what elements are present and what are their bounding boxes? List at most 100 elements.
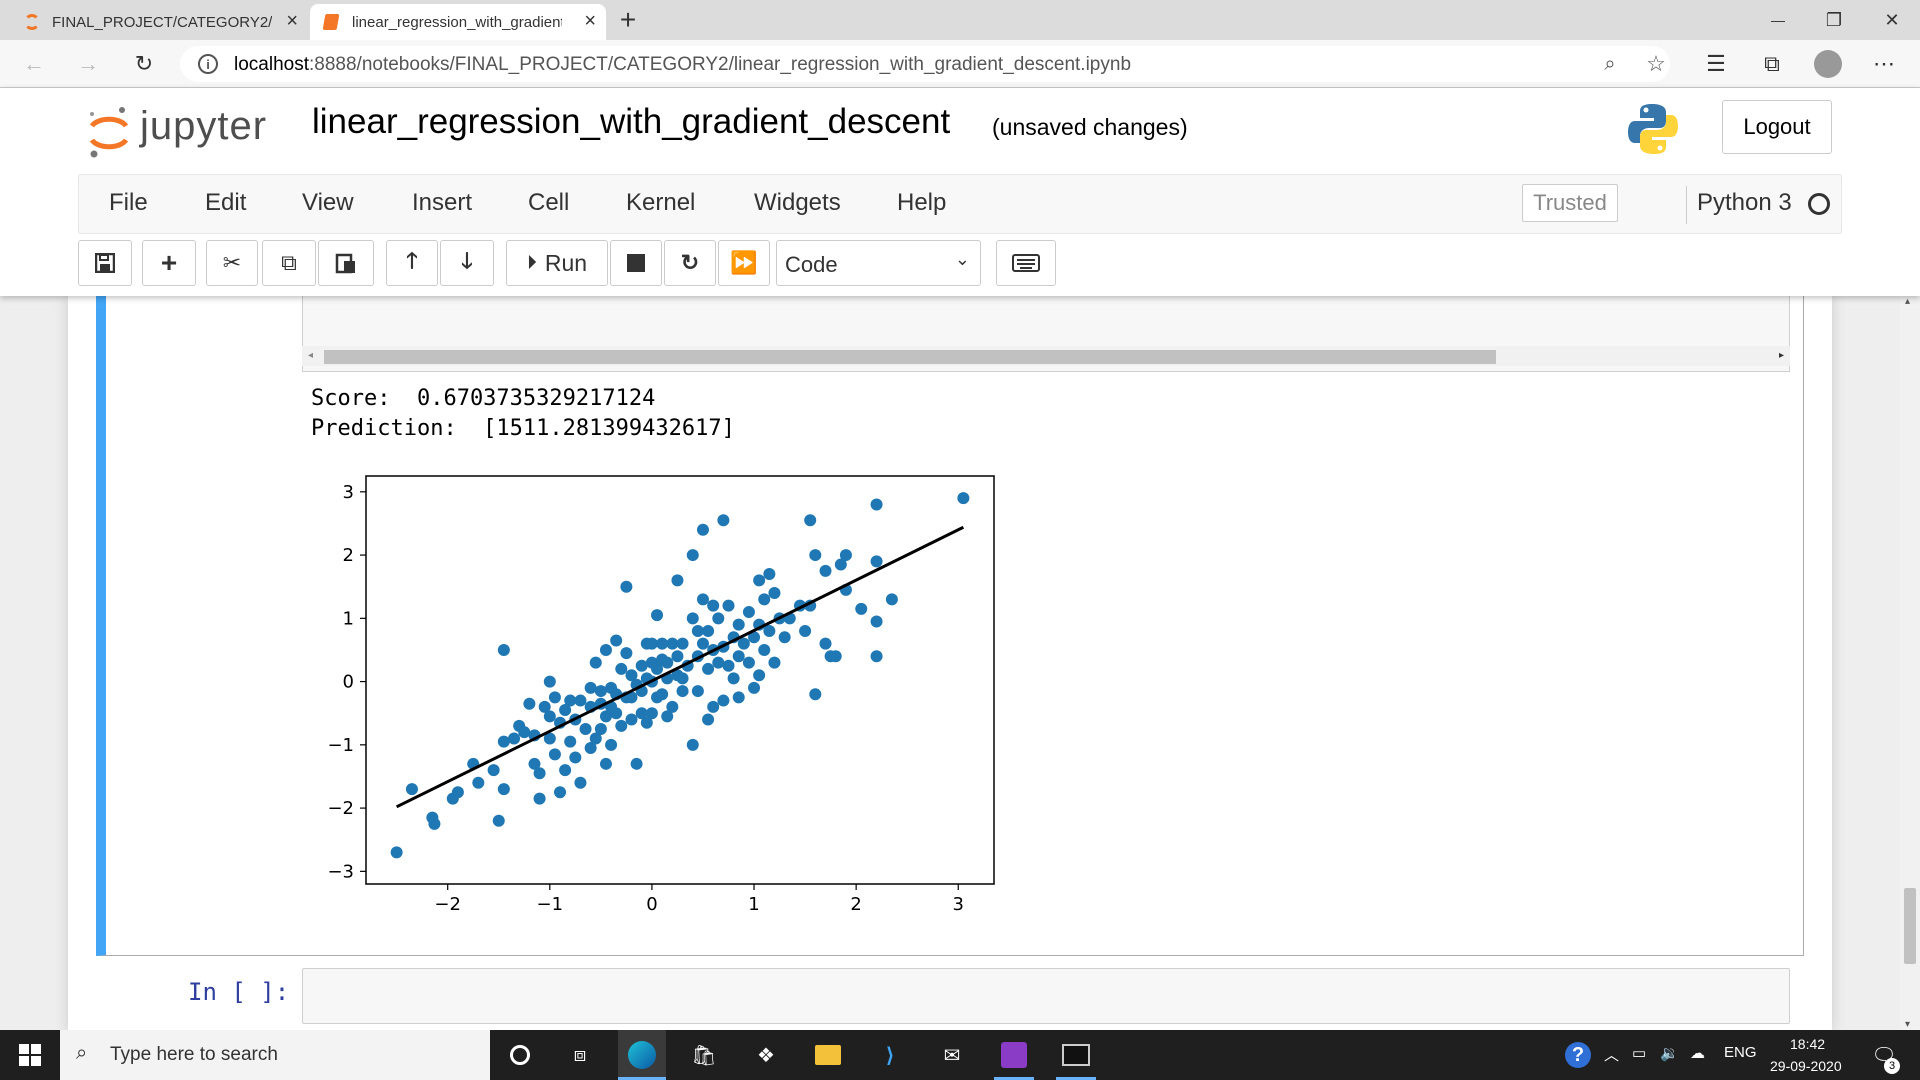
dropbox-icon[interactable]: ❖ <box>757 1044 775 1067</box>
data-point <box>870 650 883 663</box>
visual-studio-icon[interactable] <box>998 1039 1030 1071</box>
minimize-button[interactable]: — <box>1771 12 1785 28</box>
start-button[interactable] <box>14 1039 46 1071</box>
notebook-name[interactable]: linear_regression_with_gradient_descent <box>312 102 951 141</box>
clock-time[interactable]: 18:42 <box>1790 1036 1826 1052</box>
kernel-name[interactable]: Python 3 <box>1697 189 1792 216</box>
language-indicator[interactable]: ENG <box>1724 1044 1757 1061</box>
task-view-icon[interactable]: ⧈ <box>573 1043 587 1066</box>
data-point <box>717 694 730 707</box>
close-window-button[interactable]: ✕ <box>1884 9 1900 30</box>
forward-arrow-icon[interactable]: → <box>77 51 99 76</box>
data-point <box>599 710 612 723</box>
horizontal-scrollbar[interactable]: ◂ ▸ <box>302 346 1790 366</box>
menu-view[interactable]: View <box>302 189 354 216</box>
selected-cell[interactable] <box>96 296 1804 956</box>
mail-icon[interactable]: ✉ <box>943 1044 961 1067</box>
zoom-icon[interactable]: ⌕ <box>1604 52 1616 75</box>
step-forward-icon: ⏵ <box>526 251 537 274</box>
data-point <box>543 675 556 688</box>
input-prompt: In [ ]: <box>188 978 290 1006</box>
data-point <box>809 549 822 562</box>
maximize-button[interactable]: ❐ <box>1825 9 1843 30</box>
restart-icon: ↻ <box>680 250 700 275</box>
cut-button[interactable]: ✂ <box>206 240 258 286</box>
data-point <box>768 656 781 669</box>
data-point <box>605 738 618 751</box>
keyboard-shortcuts-button[interactable] <box>996 240 1056 286</box>
data-point <box>620 580 633 593</box>
data-point <box>574 776 587 789</box>
app-underline <box>994 1077 1034 1080</box>
notebook-site[interactable]: ◂ ▸ Score: 0.6703735329217124 Prediction… <box>0 296 1900 1030</box>
copy-button[interactable]: ⧉ <box>262 240 316 286</box>
volume-icon[interactable]: 🔉 <box>1660 1045 1679 1062</box>
terminal-icon[interactable] <box>1060 1039 1092 1071</box>
star-icon[interactable]: ☆ <box>1646 51 1666 76</box>
data-point <box>625 713 638 726</box>
arrow-up-icon: 🡑 <box>406 248 418 273</box>
vertical-scrollbar[interactable]: ▴ ▾ <box>1900 296 1920 1030</box>
url-field[interactable]: i localhost:8888/notebooks/FINAL_PROJECT… <box>180 46 1670 82</box>
menu-edit[interactable]: Edit <box>205 189 247 216</box>
data-point <box>428 817 441 830</box>
menu-kernel[interactable]: Kernel <box>626 189 696 216</box>
x-tick-label: 2 <box>850 894 861 915</box>
save-icon <box>95 253 115 273</box>
favorites-icon[interactable]: ☰ <box>1706 51 1726 76</box>
move-down-button[interactable]: 🡓 <box>440 240 494 286</box>
more-icon[interactable]: ⋯ <box>1873 51 1895 76</box>
onedrive-icon[interactable]: ☁ <box>1690 1045 1705 1062</box>
data-point <box>707 700 720 713</box>
data-point <box>661 710 674 723</box>
data-point <box>579 723 592 736</box>
taskbar-search-box[interactable]: ⌕ Type here to search <box>60 1030 490 1080</box>
file-explorer-icon[interactable] <box>812 1039 844 1071</box>
store-icon[interactable]: 🛍 <box>691 1044 717 1067</box>
run-button[interactable]: ⏵ Run <box>506 240 608 286</box>
collections-icon[interactable]: ⧉ <box>1764 51 1780 76</box>
battery-icon[interactable]: ▭ <box>1632 1045 1647 1062</box>
data-point <box>748 631 761 644</box>
data-point <box>548 748 561 761</box>
logout-button[interactable]: Logout <box>1722 100 1832 154</box>
profile-icon[interactable] <box>1812 48 1844 80</box>
tab-label: FINAL_PROJECT/CATEGORY2/ <box>52 13 273 31</box>
vscode-icon[interactable]: ⟩ <box>886 1044 894 1067</box>
save-button[interactable] <box>78 240 132 286</box>
tab-final-project[interactable]: FINAL_PROJECT/CATEGORY2/ × <box>8 4 308 40</box>
chevron-up-icon[interactable]: ︿ <box>1604 1047 1620 1064</box>
x-tick-label: −1 <box>537 894 564 915</box>
jupyter-logo[interactable]: jupyter <box>86 102 296 162</box>
tab-close-icon[interactable]: × <box>286 10 298 32</box>
tab-close-icon[interactable]: × <box>584 10 596 32</box>
menu-file[interactable]: File <box>109 189 148 216</box>
back-arrow-icon[interactable]: ← <box>23 51 45 76</box>
paste-button[interactable] <box>318 240 374 286</box>
data-point <box>610 634 623 647</box>
edge-icon[interactable] <box>618 1030 666 1080</box>
interrupt-button[interactable] <box>610 240 662 286</box>
clock-date[interactable]: 29-09-2020 <box>1770 1058 1842 1074</box>
menu-insert[interactable]: Insert <box>412 189 473 216</box>
insert-cell-button[interactable]: + <box>142 240 196 286</box>
cortana-icon[interactable] <box>504 1039 536 1071</box>
menu-widgets[interactable]: Widgets <box>754 189 841 216</box>
jupyter-header: jupyter linear_regression_with_gradient_… <box>0 88 1920 296</box>
cell-type-select[interactable]: Code ⌄ <box>776 240 981 286</box>
x-tick-label: −2 <box>434 894 461 915</box>
tab-linear-regression[interactable]: linear_regression_with_gradient_ × <box>310 4 606 40</box>
menu-help[interactable]: Help <box>897 189 947 216</box>
scrollbar-thumb[interactable] <box>324 350 1496 364</box>
scrollbar-thumb[interactable] <box>1904 888 1916 964</box>
data-point <box>753 669 766 682</box>
code-input-cell[interactable] <box>302 968 1790 1024</box>
reload-icon[interactable]: ↻ <box>134 51 154 76</box>
trusted-indicator[interactable]: Trusted <box>1522 184 1618 222</box>
restart-button[interactable]: ↻ <box>664 240 716 286</box>
move-up-button[interactable]: 🡑 <box>386 240 438 286</box>
restart-run-all-button[interactable]: ⏩ <box>718 240 770 286</box>
help-icon[interactable]: ? <box>1562 1039 1594 1071</box>
new-tab-button[interactable]: + <box>619 4 637 35</box>
menu-cell[interactable]: Cell <box>528 189 570 216</box>
